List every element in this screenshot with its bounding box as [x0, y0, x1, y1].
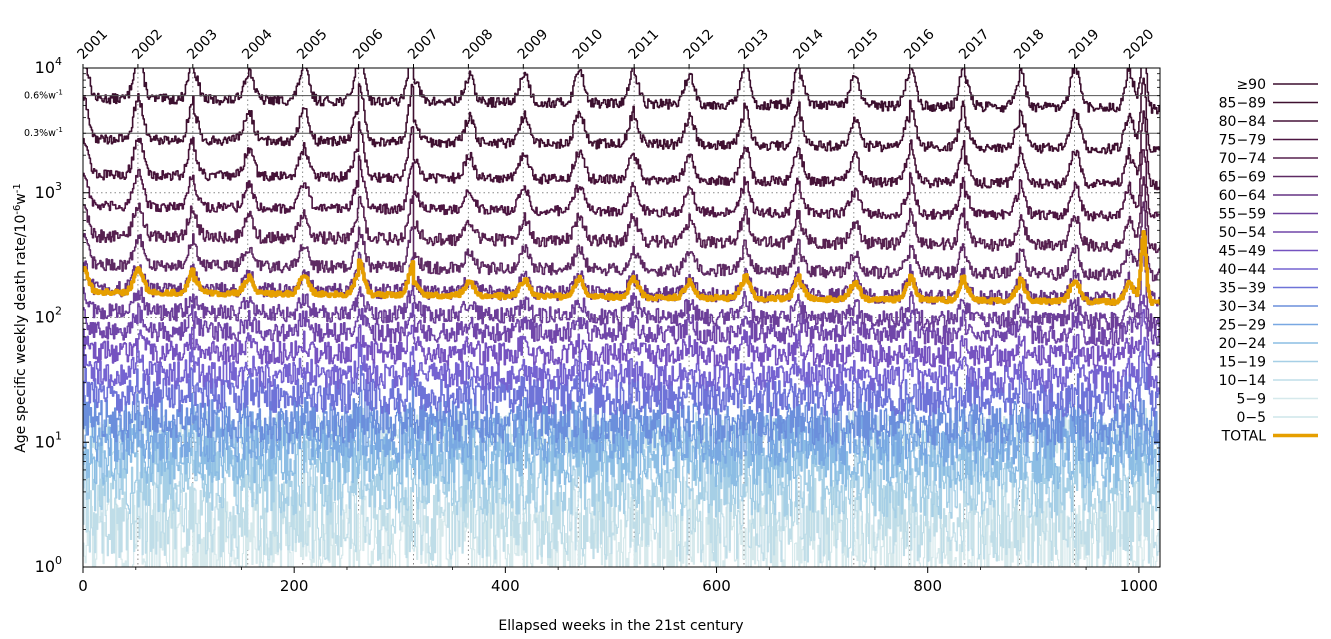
- year-label: 2017: [956, 26, 993, 63]
- y-tick-label: 104: [35, 55, 62, 77]
- year-label: 2012: [681, 26, 718, 63]
- series-line: [83, 308, 1160, 369]
- series-line: [83, 347, 1160, 418]
- x-tick-label: 1000: [1120, 577, 1158, 595]
- x-tick-label: 400: [491, 577, 520, 595]
- year-label: 2008: [460, 26, 497, 63]
- series-line: [83, 336, 1160, 394]
- legend-label: 85−89: [1219, 96, 1266, 112]
- series-line: [83, 149, 1160, 222]
- year-label: 2015: [845, 26, 882, 63]
- y-tick-label: 103: [35, 180, 62, 202]
- legend-label: ≥90: [1236, 77, 1266, 93]
- year-label: 2001: [75, 26, 112, 63]
- legend-label: 25−29: [1219, 318, 1266, 334]
- series-line: [83, 250, 1160, 331]
- y-tick-label: 100: [35, 554, 62, 576]
- year-label: 2003: [184, 26, 221, 63]
- reference-line-label: 0.6%w-1: [24, 89, 63, 102]
- reference-line-label: 0.3%w-1: [24, 126, 63, 139]
- year-label: 2005: [294, 26, 331, 63]
- legend-label: 30−34: [1219, 299, 1266, 315]
- legend-label: 50−54: [1219, 225, 1266, 241]
- year-label: 2016: [901, 26, 938, 63]
- legend-label: 35−39: [1219, 281, 1266, 297]
- year-label: 2002: [129, 26, 166, 63]
- year-label: 2011: [626, 26, 663, 63]
- legend: ≥90 85−89 80−84 75−79 70−74 65−69 60−64 55−59 50…: [1219, 77, 1318, 445]
- legend-label: 65−69: [1219, 170, 1266, 186]
- series-line: [83, 110, 1160, 191]
- legend-label: 80−84: [1219, 114, 1266, 130]
- legend-label: 20−24: [1219, 336, 1266, 352]
- year-label: 2009: [515, 26, 552, 63]
- year-label: 2007: [405, 26, 442, 63]
- y-tick-label: 102: [35, 305, 62, 327]
- series-line: [83, 201, 1160, 282]
- legend-label: 40−44: [1219, 262, 1266, 278]
- series-line: [85, 68, 1160, 115]
- x-tick-label: 0: [78, 577, 88, 595]
- legend-label: 5−9: [1236, 392, 1266, 408]
- series-line: [83, 493, 1160, 567]
- series-line: [83, 176, 1160, 254]
- year-label: 2014: [790, 26, 827, 63]
- year-label: 2004: [239, 26, 276, 63]
- x-tick-label: 600: [702, 577, 731, 595]
- y-axis-label: Age specific weekly death rate/10-6w-1: [12, 183, 30, 453]
- series-line: [83, 77, 1160, 155]
- legend-label: TOTAL: [1221, 429, 1267, 445]
- year-label: 2020: [1121, 26, 1158, 63]
- y-tick-label: 101: [35, 429, 62, 451]
- year-label: 2006: [350, 26, 387, 63]
- series-line: [83, 294, 1160, 347]
- legend-label: 75−79: [1219, 133, 1266, 149]
- legend-label: 70−74: [1219, 151, 1266, 167]
- legend-label: 55−59: [1219, 207, 1266, 223]
- reference-lines: 0.6%w-1 0.3%w-1: [24, 89, 1160, 139]
- year-label: 2010: [570, 26, 607, 63]
- x-tick-label: 200: [280, 577, 309, 595]
- year-label: 2019: [1066, 26, 1103, 63]
- x-tick-label: 800: [913, 577, 942, 595]
- year-label: 2013: [735, 26, 772, 63]
- legend-label: 60−64: [1219, 188, 1266, 204]
- series-line: [83, 230, 1160, 307]
- legend-label: 10−14: [1219, 373, 1266, 389]
- x-axis-label: Ellapsed weeks in the 21st century: [498, 618, 743, 634]
- year-label: 2018: [1011, 26, 1048, 63]
- series-layer: [83, 68, 1160, 567]
- legend-label: 0−5: [1236, 410, 1266, 426]
- legend-label: 45−49: [1219, 244, 1266, 260]
- legend-label: 15−19: [1219, 355, 1266, 371]
